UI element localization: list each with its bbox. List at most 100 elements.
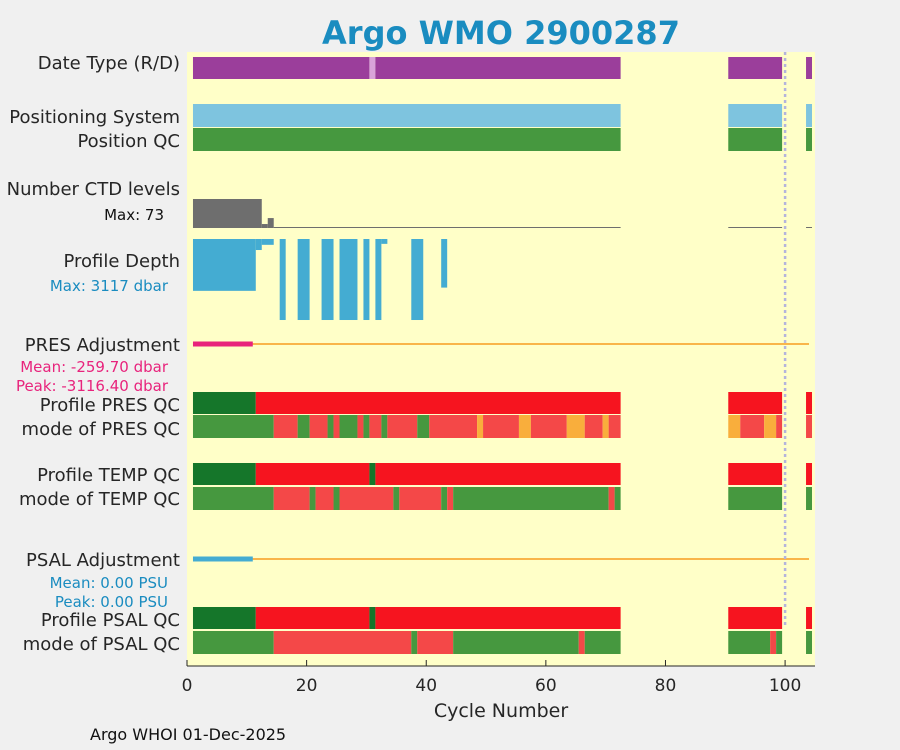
qc-segment-3-2 [728, 392, 783, 414]
depth-bar-9 [381, 239, 388, 244]
depth-bar-2 [261, 239, 274, 245]
qc-segment-4-0 [192, 415, 274, 438]
qc-segment-0-2 [375, 57, 621, 79]
qc-segment-5-5 [806, 463, 813, 485]
qc-segment-2-0 [192, 128, 621, 151]
qc-segment-0-3 [728, 57, 783, 79]
qc-segment-6-8 [441, 487, 448, 510]
qc-segment-6-11 [608, 487, 615, 510]
qc-segment-6-7 [399, 487, 442, 510]
depth-bar-11 [441, 239, 448, 288]
row-label-profile-psal-qc: Profile PSAL QC [41, 610, 180, 631]
depth-bar-0 [192, 239, 256, 291]
depth-bar-4 [297, 239, 310, 321]
qc-segment-4-21 [608, 415, 621, 438]
qc-segment-4-22 [728, 415, 741, 438]
pres-adj-peak: Peak: -3116.40 dbar [16, 377, 169, 395]
ctd-bar-1 [261, 224, 268, 228]
x-axis-label: Cycle Number [434, 700, 568, 722]
qc-segment-6-1 [273, 487, 310, 510]
qc-segment-4-26 [806, 415, 813, 438]
qc-segment-6-13 [728, 487, 783, 510]
psal-adj-mean: Mean: 0.00 PSU [50, 574, 168, 592]
qc-segment-4-12 [417, 415, 430, 438]
psal-adj-peak: Peak: 0.00 PSU [55, 593, 168, 611]
depth-bar-1 [255, 239, 262, 251]
qc-segment-8-2 [411, 631, 418, 654]
row-label-psal-adjustment: PSAL Adjustment [26, 550, 180, 571]
qc-segment-4-20 [602, 415, 609, 438]
qc-segment-4-9 [369, 415, 382, 438]
qc-segment-3-1 [255, 392, 621, 414]
qc-segment-0-1 [369, 57, 376, 79]
x-tick-label-0: 0 [182, 676, 193, 696]
pres-adj-mean: Mean: -259.70 dbar [20, 358, 169, 376]
qc-segment-6-12 [614, 487, 621, 510]
depth-bar-7 [363, 239, 370, 321]
qc-segment-6-0 [192, 487, 274, 510]
qc-segment-5-0 [192, 463, 256, 485]
qc-segment-4-13 [429, 415, 478, 438]
qc-segment-4-17 [530, 415, 567, 438]
chart-title: Argo WMO 2900287 [322, 14, 680, 52]
row-label-pres-adjustment: PRES Adjustment [25, 335, 180, 356]
row-label-mode-psal-qc: mode of PSAL QC [23, 634, 180, 655]
ctd-bar-2 [267, 218, 274, 228]
qc-segment-4-11 [387, 415, 418, 438]
qc-segment-4-15 [483, 415, 519, 438]
row-label-profile-pres-qc: Profile PRES QC [40, 395, 180, 416]
qc-segment-4-1 [273, 415, 298, 438]
qc-segment-4-18 [566, 415, 585, 438]
qc-segment-7-5 [806, 607, 813, 629]
qc-segment-0-4 [806, 57, 813, 79]
row-label-profile-depth: Profile Depth [63, 251, 180, 272]
qc-segment-4-3 [309, 415, 328, 438]
row-label-positioning-system: Positioning System [9, 107, 180, 128]
qc-segment-4-24 [764, 415, 777, 438]
qc-segment-6-2 [309, 487, 316, 510]
qc-segment-4-5 [333, 415, 340, 438]
qc-segment-4-7 [357, 415, 364, 438]
qc-segment-4-23 [740, 415, 765, 438]
row-label-profile-temp-qc: Profile TEMP QC [37, 465, 180, 486]
qc-segment-7-0 [192, 607, 256, 629]
qc-segment-8-3 [417, 631, 454, 654]
qc-segment-1-0 [192, 104, 621, 127]
qc-segment-8-5 [578, 631, 585, 654]
qc-segment-6-3 [315, 487, 334, 510]
x-tick-label-4: 80 [655, 676, 677, 696]
qc-segment-8-9 [776, 631, 783, 654]
row-label-ctd-levels: Number CTD levels [7, 179, 180, 200]
qc-segment-8-0 [192, 631, 274, 654]
ctd-bar-5 [806, 227, 813, 228]
depth-max-label: Max: 3117 dbar [50, 277, 169, 295]
qc-segment-4-19 [584, 415, 603, 438]
qc-segment-6-5 [339, 487, 394, 510]
qc-segment-4-2 [297, 415, 310, 438]
qc-segment-5-2 [369, 463, 376, 485]
ctd-bar-3 [273, 227, 621, 228]
depth-bar-10 [411, 239, 424, 321]
depth-bar-5 [321, 239, 334, 321]
qc-segment-6-6 [393, 487, 400, 510]
qc-segment-8-7 [728, 631, 771, 654]
qc-segment-3-3 [806, 392, 813, 414]
x-tick-label-1: 20 [296, 676, 318, 696]
qc-segment-3-0 [192, 392, 256, 414]
qc-segment-6-14 [806, 487, 813, 510]
qc-segment-6-4 [333, 487, 340, 510]
qc-segment-7-2 [369, 607, 376, 629]
qc-segment-4-14 [477, 415, 484, 438]
qc-segment-2-1 [728, 128, 783, 151]
row-label-mode-pres-qc: mode of PRES QC [22, 419, 180, 440]
row-label-mode-temp-qc: mode of TEMP QC [19, 489, 180, 510]
qc-segment-2-2 [806, 128, 813, 151]
depth-bar-8 [375, 239, 382, 321]
qc-segment-8-10 [806, 631, 813, 654]
qc-segment-4-25 [776, 415, 783, 438]
qc-segment-8-8 [770, 631, 777, 654]
qc-segment-8-1 [273, 631, 412, 654]
footer-credit: Argo WHOI 01-Dec-2025 [90, 725, 287, 744]
x-tick-label-2: 40 [415, 676, 437, 696]
